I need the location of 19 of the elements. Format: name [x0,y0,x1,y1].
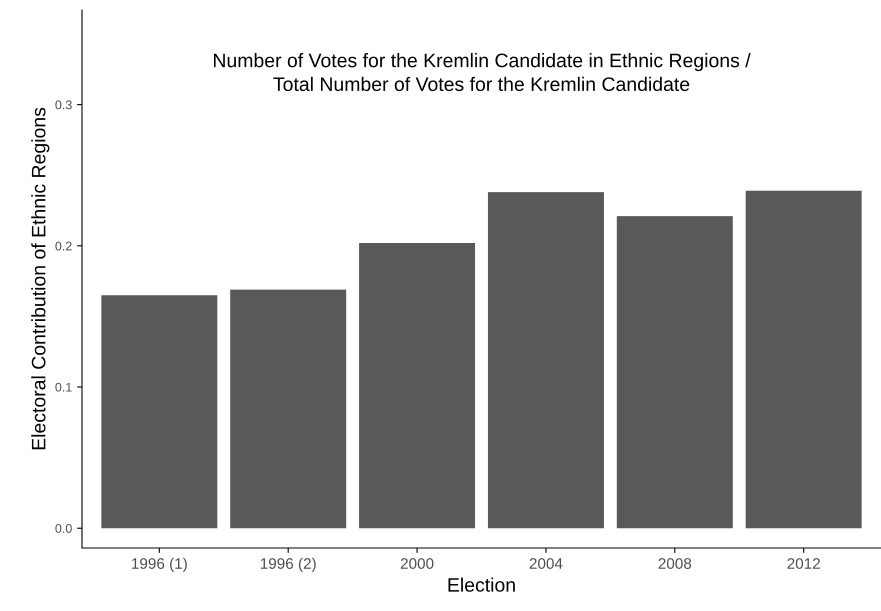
y-tick-label: 0.1 [55,382,72,392]
x-tick-label: 1996 (1) [132,558,187,572]
y-tick-label: 0.2 [55,242,72,250]
bar [359,242,476,528]
bar [746,190,862,528]
x-tick-label: 2004 [530,558,562,569]
y-tick-label: 0.0 [55,524,72,533]
text: Number of Votes for the Kremlin Candidate in Ethnic Regions / Total Number of Votes for the Kremlin Candidate [214,53,751,92]
x-tick-label: 1996 (2) [260,558,316,572]
y-tick-label: 0.3 [55,100,72,110]
x-axis-title: Election [448,578,515,592]
bar [101,295,218,528]
y-axis-title: Electoral Contribution of Ethnic Regions [31,108,50,450]
x-tick-label: 2000 [400,558,434,569]
x-tick-label: 2008 [658,558,692,569]
bar [230,290,346,528]
x-tick-label: 2012 [787,558,820,569]
bar [616,216,733,528]
bar [488,192,604,528]
